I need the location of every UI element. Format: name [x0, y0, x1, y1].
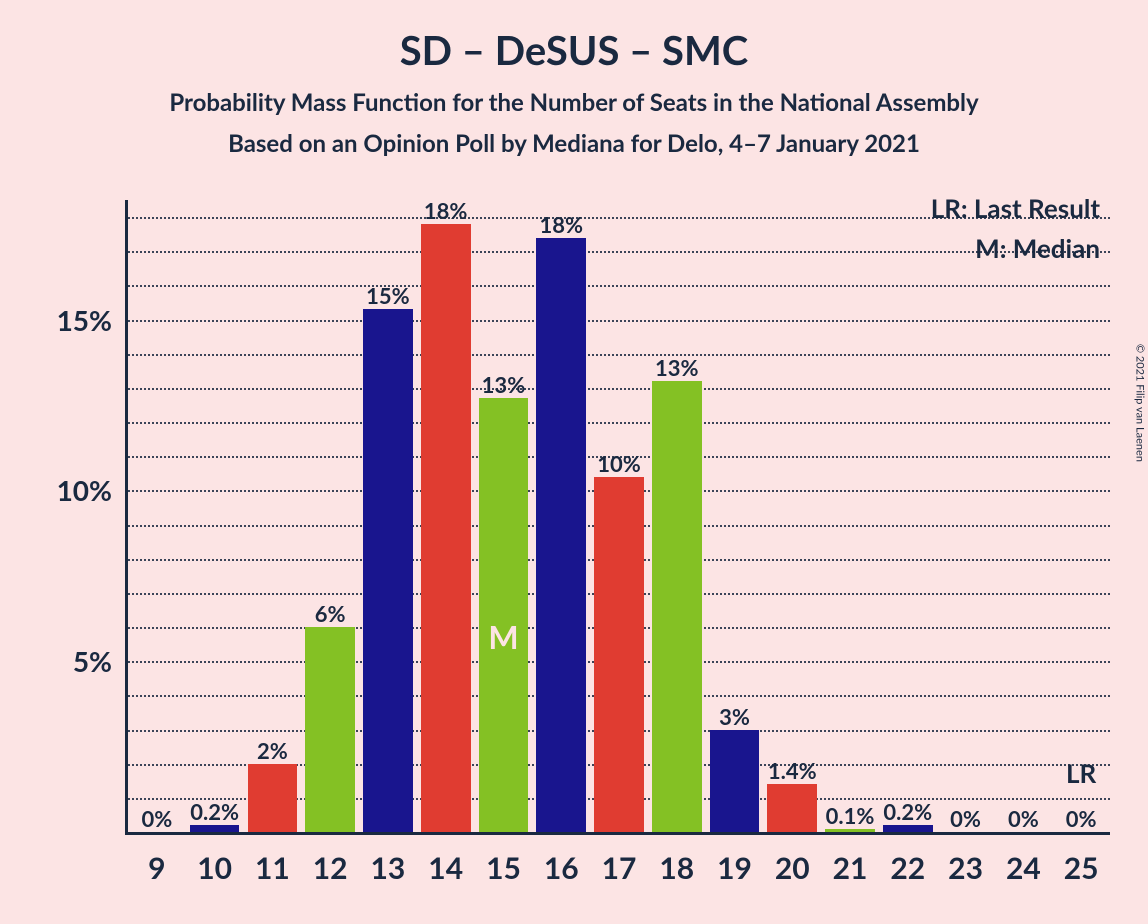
bar-value-label: 0%: [950, 805, 981, 832]
bar: [536, 238, 586, 832]
x-tick-label: 9: [148, 850, 165, 886]
bar: [825, 829, 875, 832]
x-axis-line: [125, 832, 1110, 835]
x-tick-label: 20: [775, 850, 810, 886]
x-tick-label: 14: [428, 850, 463, 886]
bars-area: 0% 0.2% 2% 6% 15% 18% 13% 18% 10% 13% 3% 1.4% 0.1% 0.…: [128, 200, 1110, 832]
bar: [305, 627, 355, 832]
x-tick-label: 18: [659, 850, 694, 886]
y-tick-label: 15%: [0, 303, 112, 337]
bar-value-label: 13%: [482, 371, 526, 398]
bar-value-label: 18%: [424, 197, 468, 224]
bar: [421, 224, 471, 832]
bar-value-label: 0.2%: [190, 798, 239, 825]
x-tick-label: 19: [717, 850, 752, 886]
title-main: SD – DeSUS – SMC: [0, 26, 1148, 74]
bar-value-label: 3%: [719, 703, 750, 730]
bar-value-label: 2%: [257, 737, 288, 764]
x-tick-label: 17: [602, 850, 637, 886]
bar-value-label: 0%: [1008, 805, 1039, 832]
bar-slot: 18%: [536, 211, 586, 832]
title-subtitle-1: Probability Mass Function for the Number…: [0, 88, 1148, 117]
x-tick-label: 13: [371, 850, 406, 886]
bar: [710, 730, 760, 832]
bar: [248, 764, 298, 832]
pmf-bar-chart: 5%10%15% LR: Last Result M: Median 0%0.2…: [125, 200, 1110, 835]
bar-slot: 0.2%: [190, 798, 240, 832]
bar-value-label: 0.2%: [883, 798, 932, 825]
bar-slot: 0.1%: [825, 802, 875, 832]
bar-slot: 2%: [248, 737, 298, 832]
x-tick-label: 12: [313, 850, 348, 886]
title-subtitle-2: Based on an Opinion Poll by Mediana for …: [0, 129, 1148, 158]
x-tick-label: 23: [948, 850, 983, 886]
bar: [652, 381, 702, 832]
bar-value-label: 1.4%: [768, 757, 817, 784]
bar-slot: 13%: [652, 354, 702, 832]
bar-slot: 13%: [479, 371, 529, 832]
bar-slot: 6%: [305, 600, 355, 832]
x-tick-label: 10: [197, 850, 232, 886]
bar-slot: 0%: [941, 805, 991, 832]
x-tick-label: 16: [544, 850, 579, 886]
x-tick-label: 15: [486, 850, 521, 886]
x-tick-label: 24: [1006, 850, 1041, 886]
x-tick-label: 22: [890, 850, 925, 886]
copyright-text: © 2021 Filip van Laenen: [1134, 344, 1147, 462]
bar: [883, 825, 933, 832]
bar-slot: 1.4%: [767, 757, 817, 832]
bar-value-label: 18%: [539, 211, 583, 238]
bar: [190, 825, 240, 832]
bar-slot: 0%: [999, 805, 1049, 832]
bar-slot: 3%: [710, 703, 760, 832]
x-tick-label: 11: [255, 850, 290, 886]
x-tick-label: 21: [833, 850, 868, 886]
bar-slot: 0%: [1056, 805, 1106, 832]
bar-value-label: 10%: [597, 450, 641, 477]
bar: [767, 784, 817, 832]
bar-slot: 18%: [421, 197, 471, 832]
bar-slot: 0.2%: [883, 798, 933, 832]
bar-value-label: 15%: [366, 282, 410, 309]
bar-value-label: 0.1%: [826, 802, 875, 829]
bar-slot: 10%: [594, 450, 644, 832]
y-tick-label: 5%: [0, 644, 112, 678]
bar: [363, 309, 413, 832]
bar-value-label: 0%: [141, 805, 172, 832]
bar: [594, 477, 644, 832]
bar-value-label: 0%: [1066, 805, 1097, 832]
bar-value-label: 13%: [655, 354, 699, 381]
bar-value-label: 6%: [315, 600, 346, 627]
bar: [479, 398, 529, 832]
bar-slot: 15%: [363, 282, 413, 832]
y-tick-label: 10%: [0, 473, 112, 507]
x-tick-label: 25: [1064, 850, 1099, 886]
chart-titles: SD – DeSUS – SMC Probability Mass Functi…: [0, 0, 1148, 158]
bar-slot: 0%: [132, 805, 182, 832]
